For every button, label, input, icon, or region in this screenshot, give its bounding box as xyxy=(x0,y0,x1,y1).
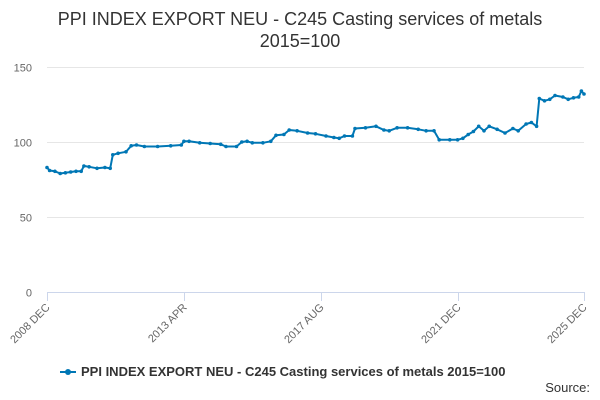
x-tick-label: 2025 DEC xyxy=(545,302,589,346)
data-point xyxy=(350,134,355,138)
data-point xyxy=(182,139,186,144)
data-point xyxy=(416,127,421,132)
data-point xyxy=(571,96,576,100)
data-point xyxy=(124,150,128,154)
data-point xyxy=(461,136,465,141)
data-point xyxy=(82,164,86,168)
data-point xyxy=(45,165,49,170)
legend-label: PPI INDEX EXPORT NEU - C245 Casting serv… xyxy=(81,364,506,379)
data-point xyxy=(129,144,133,148)
data-point xyxy=(363,126,368,130)
data-point xyxy=(332,135,336,140)
data-point xyxy=(337,136,342,141)
data-point xyxy=(224,144,228,149)
data-point xyxy=(74,169,78,174)
data-point xyxy=(471,129,476,134)
data-point xyxy=(553,93,557,98)
data-point xyxy=(58,171,62,176)
y-tick-label: 150 xyxy=(14,63,32,75)
data-point xyxy=(466,132,471,137)
data-point xyxy=(261,141,265,145)
data-point xyxy=(395,126,399,130)
legend[interactable]: PPI INDEX EXPORT NEU - C245 Casting serv… xyxy=(60,364,506,379)
data-point xyxy=(208,141,212,146)
data-point xyxy=(274,133,278,138)
data-point xyxy=(95,166,99,171)
data-point xyxy=(155,144,160,149)
data-point xyxy=(134,143,139,147)
data-point xyxy=(234,144,239,149)
data-point xyxy=(503,131,507,135)
data-point xyxy=(516,129,520,133)
data-point xyxy=(142,144,147,149)
data-point xyxy=(313,132,318,136)
data-point xyxy=(108,166,112,171)
data-point xyxy=(218,142,223,147)
legend-line-symbol-icon xyxy=(60,367,76,377)
data-point xyxy=(282,132,286,137)
data-point xyxy=(47,168,52,173)
data-point xyxy=(63,171,68,175)
chart-title-line-1: PPI INDEX EXPORT NEU - C245 Casting serv… xyxy=(57,9,543,29)
data-point xyxy=(487,124,492,129)
data-point xyxy=(68,170,73,174)
data-point xyxy=(534,124,539,129)
data-point xyxy=(582,92,586,96)
x-tick-label: 2021 DEC xyxy=(419,302,463,346)
data-point xyxy=(542,99,547,103)
data-point xyxy=(353,126,357,131)
data-point xyxy=(576,95,581,99)
y-tick-label: 100 xyxy=(14,138,32,150)
data-point xyxy=(448,138,452,142)
data-point xyxy=(529,120,534,125)
data-point xyxy=(187,139,191,144)
data-point xyxy=(111,153,115,157)
data-point xyxy=(87,165,91,169)
data-point xyxy=(116,151,120,156)
data-point xyxy=(79,169,83,174)
data-point xyxy=(245,139,249,144)
data-point xyxy=(511,126,515,131)
data-point xyxy=(566,97,570,102)
data-point xyxy=(342,134,347,138)
data-point xyxy=(537,96,542,101)
data-point xyxy=(382,128,386,132)
data-point xyxy=(476,124,481,129)
data-point xyxy=(269,139,273,144)
x-tick-label: 2008 DEC xyxy=(8,302,52,346)
data-point xyxy=(197,141,202,145)
data-point xyxy=(561,95,565,99)
data-point xyxy=(168,144,173,148)
source-label: Source: xyxy=(545,380,590,395)
data-point xyxy=(482,129,486,133)
data-point xyxy=(250,141,255,145)
chart-title: PPI INDEX EXPORT NEU - C245 Casting serv… xyxy=(0,8,600,52)
x-tick-label: 2017 AUG xyxy=(282,302,326,346)
data-point xyxy=(524,122,528,126)
data-point xyxy=(579,89,584,93)
data-point xyxy=(455,138,460,142)
data-point xyxy=(424,129,428,133)
data-point xyxy=(103,165,107,170)
data-point xyxy=(240,140,244,144)
legend-marker-swatch xyxy=(65,368,71,375)
data-point xyxy=(405,126,410,130)
y-tick-label: 0 xyxy=(26,288,32,300)
chart-title-line-2: 2015=100 xyxy=(259,31,341,51)
data-point xyxy=(305,131,310,135)
data-point xyxy=(295,129,299,133)
x-tick-label: 2013 APR xyxy=(146,302,190,346)
y-tick-label: 50 xyxy=(20,213,32,225)
data-point xyxy=(387,129,392,133)
data-point xyxy=(495,127,499,132)
data-point xyxy=(287,128,292,132)
data-point xyxy=(548,97,552,102)
data-point xyxy=(179,143,184,147)
data-point xyxy=(432,129,436,133)
data-point xyxy=(437,138,442,142)
data-point xyxy=(374,124,378,129)
data-point xyxy=(53,169,57,174)
data-point xyxy=(324,134,328,138)
